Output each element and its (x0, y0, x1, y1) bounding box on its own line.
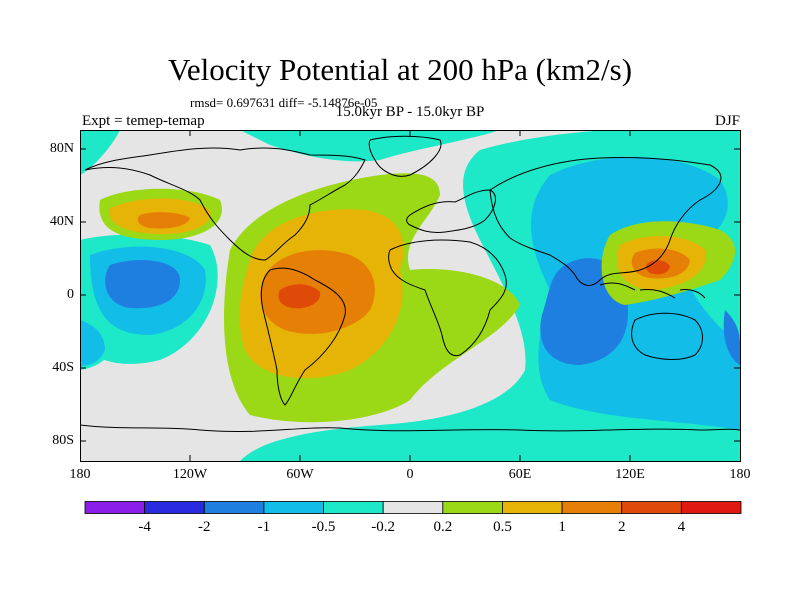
coast-south-america (260, 267, 346, 406)
figure-title: Velocity Potential at 200 hPa (km2/s) (167, 52, 633, 87)
lat-tick-40s: 40S (52, 360, 74, 375)
season-label: DJF (714, 113, 740, 129)
colorbar-label-6: 0.5 (493, 519, 512, 535)
coast-africa (388, 239, 507, 357)
deeper-negative-3 (80, 320, 105, 366)
lat-tick-40n: 40N (49, 214, 74, 229)
colorbar-swatch-0 (84, 501, 146, 514)
colorbar-label-5: 0.2 (433, 519, 453, 535)
lon-tick-0: 0 (406, 467, 414, 482)
coast-indonesia (599, 282, 706, 299)
positive-4-atlantic (278, 284, 321, 309)
colorbar-swatch-10 (680, 501, 742, 514)
velocity-potential-map (80, 130, 741, 462)
lat-tick-80s: 80S (52, 433, 74, 448)
lon-tick-60e: 60E (508, 467, 532, 482)
colorbar-swatch-3 (263, 501, 324, 514)
shaded-field (80, 130, 740, 461)
colorbar-swatch-1 (144, 501, 205, 514)
lat-tick-0: 0 (67, 287, 74, 302)
coast-greenland (368, 135, 442, 177)
coastlines (80, 135, 740, 433)
colorbar-label-9: 4 (677, 519, 686, 535)
lon-tick-120e: 120E (615, 467, 645, 482)
strongest-negative-east-edge (723, 310, 740, 365)
experiment-label: Expt = temep-temap (82, 113, 205, 129)
coast-north-america (84, 147, 366, 261)
strongest-negative-west (105, 260, 180, 309)
colorbar-label-1: -2 (198, 519, 211, 535)
negative-region-north-pacific (80, 130, 120, 175)
lon-tick-120w: 120W (172, 467, 208, 482)
colorbar-label-4: -0.2 (371, 519, 396, 535)
colorbar-label-8: 2 (617, 519, 626, 535)
stats-text: rmsd= 0.697631 diff= -5.14876e-05 (190, 95, 378, 110)
colorbar-label-2: -1 (257, 519, 271, 535)
coast-antarctica (80, 424, 740, 433)
period-label: 15.0kyr BP - 15.0kyr BP (335, 104, 485, 120)
colorbar-label-0: -4 (138, 519, 151, 535)
colorbar-label-7: 1 (558, 519, 566, 535)
lat-tick-80n: 80N (49, 141, 74, 156)
lon-tick-180e: 180 (729, 467, 751, 482)
colorbar-swatch-6 (442, 501, 503, 514)
positive-2-north-pacific (137, 212, 190, 229)
colorbar-swatch-5 (382, 501, 444, 514)
colorbar (84, 501, 742, 514)
coast-asia (489, 156, 722, 286)
colorbar-swatch-4 (323, 501, 384, 514)
colorbar-swatch-8 (561, 501, 623, 514)
colorbar-swatch-9 (621, 501, 682, 514)
colorbar-swatch-7 (502, 501, 563, 514)
coast-australia (631, 312, 703, 360)
lon-tick-180w: 180 (69, 467, 91, 482)
tick-marks (80, 130, 740, 461)
lon-tick-60w: 60W (286, 467, 314, 482)
colorbar-swatch-2 (203, 501, 265, 514)
colorbar-label-3: -0.5 (311, 519, 336, 535)
coast-europe (406, 189, 496, 233)
